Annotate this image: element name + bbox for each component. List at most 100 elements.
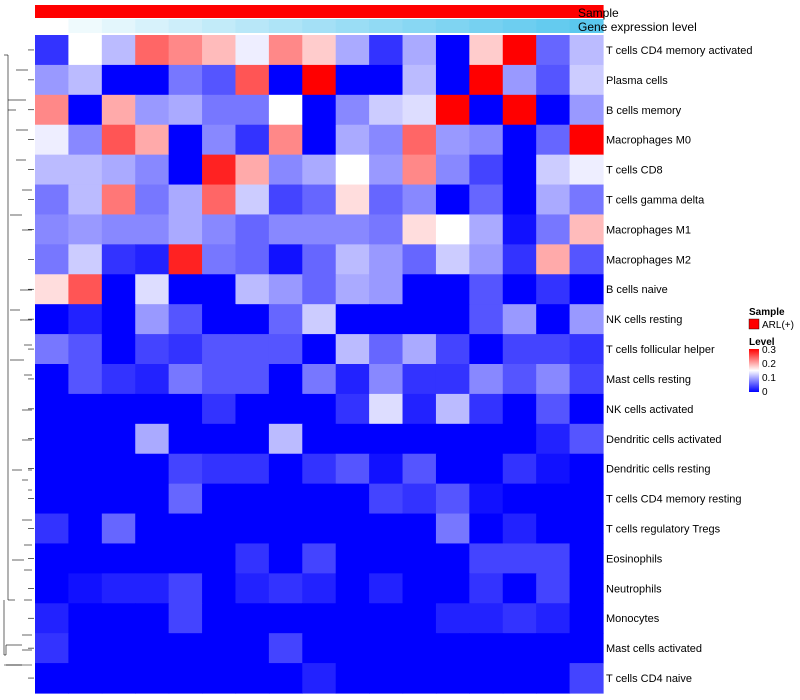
expression-track-cell bbox=[168, 19, 203, 33]
heatmap-cell bbox=[235, 184, 270, 216]
heatmap-cell bbox=[569, 423, 604, 455]
heatmap-cell bbox=[135, 633, 170, 664]
heatmap-cell bbox=[536, 64, 571, 96]
heatmap-cell bbox=[101, 184, 136, 216]
heatmap-cell bbox=[369, 603, 404, 634]
heatmap-cell bbox=[469, 184, 504, 216]
heatmap-cell bbox=[235, 304, 270, 335]
heatmap-cell bbox=[469, 304, 504, 335]
heatmap-cell bbox=[135, 393, 170, 425]
heatmap-cell bbox=[302, 573, 337, 604]
heatmap-cell bbox=[135, 513, 170, 545]
heatmap-cell bbox=[435, 274, 470, 305]
heatmap-cell bbox=[569, 35, 604, 66]
heatmap-cell bbox=[35, 124, 70, 156]
heatmap-cell bbox=[302, 244, 337, 275]
legend-level-tick: 0.2 bbox=[762, 359, 776, 370]
heatmap-cell bbox=[536, 603, 571, 634]
heatmap-cell bbox=[335, 244, 370, 275]
row-label: Plasma cells bbox=[606, 75, 668, 87]
heatmap-cell bbox=[469, 633, 504, 664]
heatmap-cell bbox=[35, 334, 70, 365]
heatmap-cell bbox=[569, 124, 604, 156]
heatmap-cell bbox=[101, 573, 136, 604]
heatmap-cell bbox=[35, 274, 70, 305]
legend-level-colorbar bbox=[749, 349, 759, 392]
heatmap-cell bbox=[135, 64, 170, 96]
legend-level-title: Level bbox=[749, 337, 775, 348]
sample-track-cell bbox=[68, 5, 103, 18]
sample-track-cell bbox=[101, 5, 136, 18]
row-label: Macrophages M2 bbox=[606, 254, 691, 266]
heatmap-cell bbox=[302, 94, 337, 126]
expression-track-cell bbox=[35, 19, 70, 33]
heatmap-cell bbox=[168, 35, 203, 66]
heatmap-cell bbox=[135, 663, 170, 694]
row-label: T cells CD8 bbox=[606, 165, 663, 177]
expression-track-cell bbox=[502, 19, 537, 33]
legend: Sample ARL(+) Level 0.3 0.2 0.1 0 bbox=[748, 307, 794, 398]
expression-track-cell bbox=[536, 19, 571, 33]
sample-track-cell bbox=[168, 5, 203, 18]
sample-track-cell bbox=[135, 5, 170, 18]
heatmap-cell bbox=[135, 304, 170, 335]
heatmap-cell bbox=[202, 214, 237, 245]
heatmap-cell bbox=[369, 35, 404, 66]
heatmap-cell bbox=[202, 633, 237, 664]
heatmap-cell bbox=[335, 334, 370, 365]
heatmap-cell bbox=[135, 573, 170, 604]
heatmap-cell bbox=[302, 543, 337, 574]
heatmap-cell bbox=[369, 453, 404, 485]
heatmap-cell bbox=[268, 274, 303, 305]
row-label: Macrophages M1 bbox=[606, 224, 691, 236]
heatmap-cell bbox=[101, 124, 136, 156]
heatmap-cell bbox=[335, 124, 370, 156]
heatmap-cell bbox=[502, 334, 537, 365]
heatmap-cell bbox=[302, 633, 337, 664]
heatmap-cell bbox=[402, 633, 437, 664]
heatmap-cell bbox=[469, 274, 504, 305]
heatmap-cell bbox=[35, 573, 70, 604]
heatmap-cell bbox=[435, 184, 470, 216]
row-label: Macrophages M0 bbox=[606, 135, 691, 147]
heatmap-cell bbox=[35, 364, 70, 395]
heatmap-cell bbox=[168, 244, 203, 275]
heatmap-cell bbox=[235, 154, 270, 186]
heatmap-cell bbox=[369, 543, 404, 574]
heatmap-cell bbox=[168, 94, 203, 126]
heatmap-cell bbox=[435, 393, 470, 425]
expression-annotation-track bbox=[35, 19, 604, 33]
expression-track-cell bbox=[369, 19, 404, 33]
legend-sample-label: ARL(+) bbox=[762, 320, 794, 331]
heatmap-cell bbox=[68, 214, 103, 245]
sample-track-cell bbox=[469, 5, 504, 18]
heatmap-cell bbox=[369, 124, 404, 156]
expression-track-cell bbox=[469, 19, 504, 33]
heatmap-cell bbox=[469, 244, 504, 275]
row-label: Monocytes bbox=[606, 613, 660, 625]
heatmap-cell bbox=[302, 184, 337, 216]
heatmap-cell bbox=[235, 244, 270, 275]
heatmap-cell bbox=[101, 483, 136, 515]
heatmap-cell bbox=[502, 543, 537, 574]
sample-track-label: Sample bbox=[578, 6, 619, 20]
heatmap-cell bbox=[101, 334, 136, 365]
heatmap-cell bbox=[502, 513, 537, 545]
heatmap-cell bbox=[268, 334, 303, 365]
heatmap-cell bbox=[235, 543, 270, 574]
heatmap-cell bbox=[402, 364, 437, 395]
heatmap-cell bbox=[402, 94, 437, 126]
heatmap-cell bbox=[536, 35, 571, 66]
heatmap-cell bbox=[235, 94, 270, 126]
heatmap-cell bbox=[101, 304, 136, 335]
heatmap-cell bbox=[268, 214, 303, 245]
row-label: Mast cells resting bbox=[606, 374, 691, 386]
heatmap-cell bbox=[68, 334, 103, 365]
heatmap-cell bbox=[68, 453, 103, 485]
heatmap-cell bbox=[68, 244, 103, 275]
heatmap-cell bbox=[435, 214, 470, 245]
heatmap-cell bbox=[569, 633, 604, 664]
heatmap-cell bbox=[68, 35, 103, 66]
heatmap-cell bbox=[135, 453, 170, 485]
heatmap-cell bbox=[536, 663, 571, 694]
